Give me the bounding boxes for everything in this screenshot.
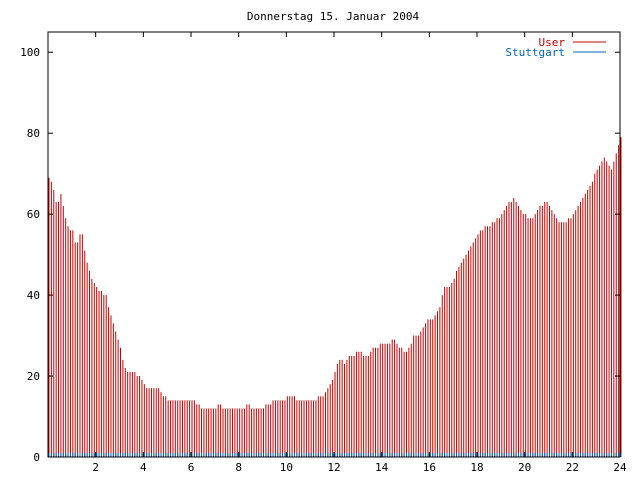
x-tick-label: 16	[423, 461, 436, 474]
x-tick-label: 22	[566, 461, 579, 474]
x-tick-label: 6	[188, 461, 195, 474]
legend-label-user: User	[539, 36, 566, 49]
x-tick-label: 20	[518, 461, 531, 474]
chart-title: Donnerstag 15. Januar 2004	[247, 10, 420, 23]
y-tick-label: 20	[27, 370, 40, 383]
x-tick-label: 4	[140, 461, 147, 474]
legend-label-stuttgart: Stuttgart	[505, 46, 565, 59]
y-tick-label: 40	[27, 289, 40, 302]
x-tick-label: 10	[280, 461, 293, 474]
y-tick-label: 100	[20, 46, 40, 59]
y-tick-label: 80	[27, 127, 40, 140]
x-tick-label: 8	[235, 461, 242, 474]
x-tick-label: 2	[92, 461, 99, 474]
x-tick-label: 24	[613, 461, 627, 474]
x-tick-label: 12	[327, 461, 340, 474]
x-tick-label: 14	[375, 461, 389, 474]
bars-layer	[48, 137, 622, 457]
x-tick-label: 18	[470, 461, 483, 474]
y-tick-label: 60	[27, 208, 40, 221]
y-tick-label: 0	[33, 451, 40, 464]
legend: User Stuttgart	[505, 36, 606, 59]
